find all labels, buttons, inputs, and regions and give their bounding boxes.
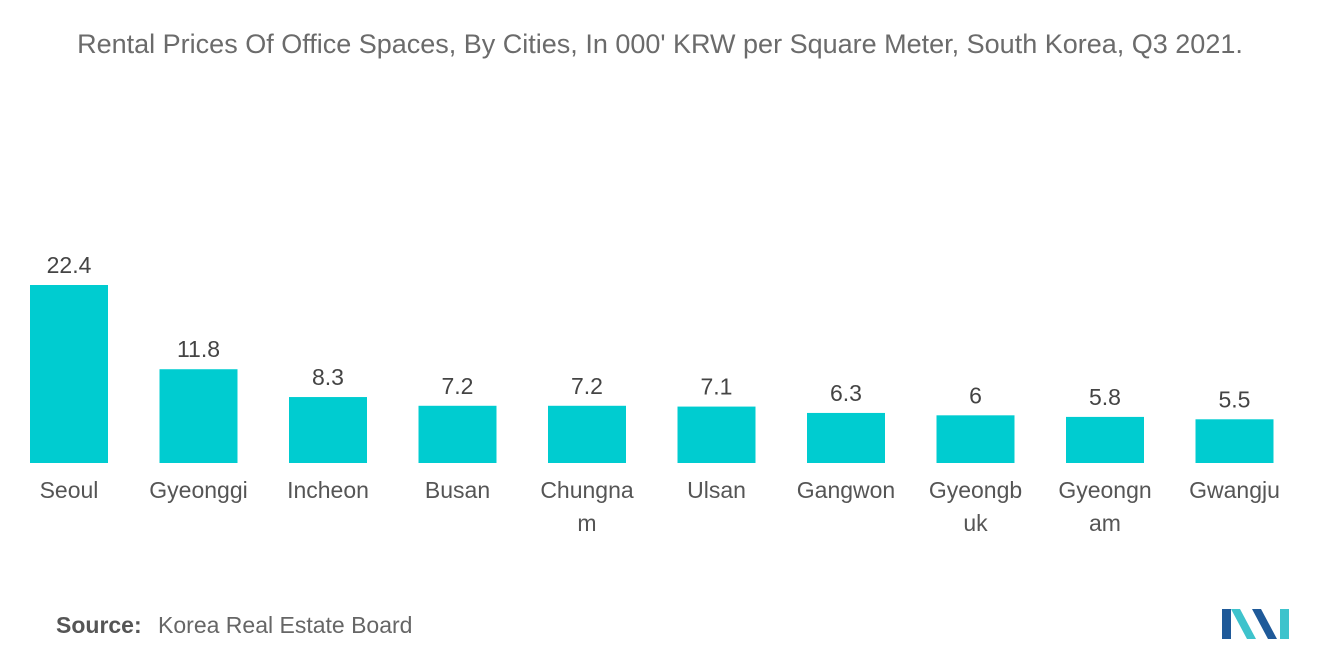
category-label: Gwangju: [1189, 477, 1280, 503]
category-label: Incheon: [287, 477, 369, 503]
value-label: 8.3: [312, 364, 344, 390]
logo-right-stroke: [1280, 609, 1289, 639]
category-label: Gyeonggi: [149, 477, 247, 503]
bar-busan: [418, 405, 497, 463]
value-label: 7.2: [442, 373, 474, 399]
bar-chart: 22.4 Seoul 11.8 Gyeonggi 8.3 Incheon 7.2 Busan 7…: [30, 252, 1280, 536]
value-label: 22.4: [47, 252, 92, 278]
category-label: Ulsan: [687, 477, 746, 503]
bar-ulsan: [677, 406, 756, 463]
bar-gyeongnam: [1066, 416, 1144, 463]
bar-chungnam: [548, 405, 626, 463]
source-text: Korea Real Estate Board: [158, 612, 413, 638]
value-label: 7.1: [701, 374, 733, 400]
bar-gangwon: [807, 412, 885, 463]
category-label: Busan: [425, 477, 490, 503]
value-label: 5.5: [1219, 386, 1251, 412]
value-label: 7.2: [571, 373, 603, 399]
bar-gyeonggi: [159, 369, 238, 463]
bar-gwangju: [1195, 419, 1274, 463]
bar-gyeongbuk: [936, 415, 1015, 463]
category-label: Gangwon: [797, 477, 895, 503]
logo-icon: [1222, 609, 1289, 639]
value-label: 11.8: [177, 336, 220, 362]
logo-diagonal-2: [1252, 609, 1277, 639]
category-label: Chungna m: [540, 477, 634, 536]
category-label: Gyeongn am: [1058, 477, 1151, 536]
logo-left-stroke: [1222, 609, 1231, 639]
category-label: Seoul: [40, 477, 99, 503]
value-label: 6.3: [830, 380, 862, 406]
source-note: Source: Korea Real Estate Board: [56, 612, 412, 639]
chart-title: Rental Prices Of Office Spaces, By Citie…: [77, 29, 1243, 59]
value-label: 6: [969, 382, 982, 408]
logo-diagonal-1: [1231, 609, 1256, 639]
source-label: Source:: [56, 612, 142, 638]
bar-seoul: [30, 285, 108, 463]
category-label: Gyeongb uk: [929, 477, 1022, 536]
value-label: 5.8: [1089, 384, 1121, 410]
bar-incheon: [289, 397, 367, 463]
